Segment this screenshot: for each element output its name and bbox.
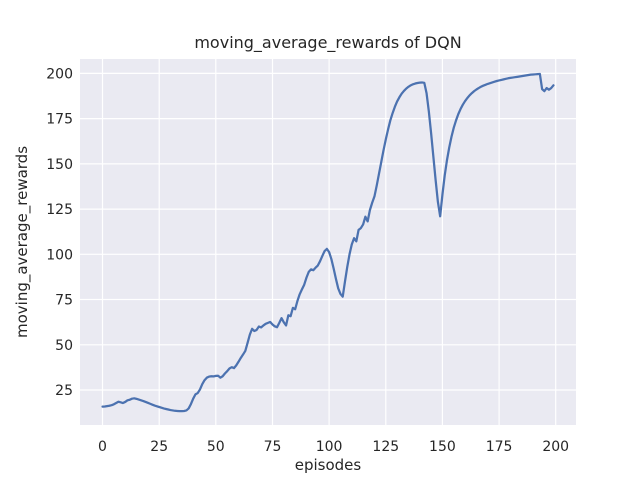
gridlines xyxy=(80,59,576,425)
y-tick-labels: 25 50 75 100 125 150 175 200 xyxy=(46,66,73,399)
y-tick-label: 100 xyxy=(46,247,73,263)
x-tick-label: 100 xyxy=(316,439,343,455)
y-tick-label: 125 xyxy=(46,202,73,218)
y-tick-label: 75 xyxy=(55,293,73,309)
y-tick-label: 25 xyxy=(55,383,73,399)
x-tick-label: 175 xyxy=(486,439,513,455)
y-tick-label: 175 xyxy=(46,112,73,128)
plot-area xyxy=(80,59,576,425)
x-tick-label: 50 xyxy=(207,439,225,455)
x-tick-label: 25 xyxy=(150,439,168,455)
x-tick-label: 125 xyxy=(372,439,399,455)
x-tick-label: 75 xyxy=(264,439,282,455)
x-tick-label: 200 xyxy=(542,439,569,455)
y-tick-label: 50 xyxy=(55,338,73,354)
x-axis-label: episodes xyxy=(295,456,362,474)
x-tick-labels: 0 25 50 75 100 125 150 175 200 xyxy=(98,439,569,455)
x-tick-label: 150 xyxy=(429,439,456,455)
y-axis-label: moving_average_rewards xyxy=(13,146,32,338)
y-tick-label: 150 xyxy=(46,157,73,173)
chart-title: moving_average_rewards of DQN xyxy=(194,33,461,53)
x-tick-label: 0 xyxy=(98,439,107,455)
series-line xyxy=(101,72,555,413)
y-tick-label: 200 xyxy=(46,66,73,82)
reward-line-series xyxy=(101,72,555,413)
